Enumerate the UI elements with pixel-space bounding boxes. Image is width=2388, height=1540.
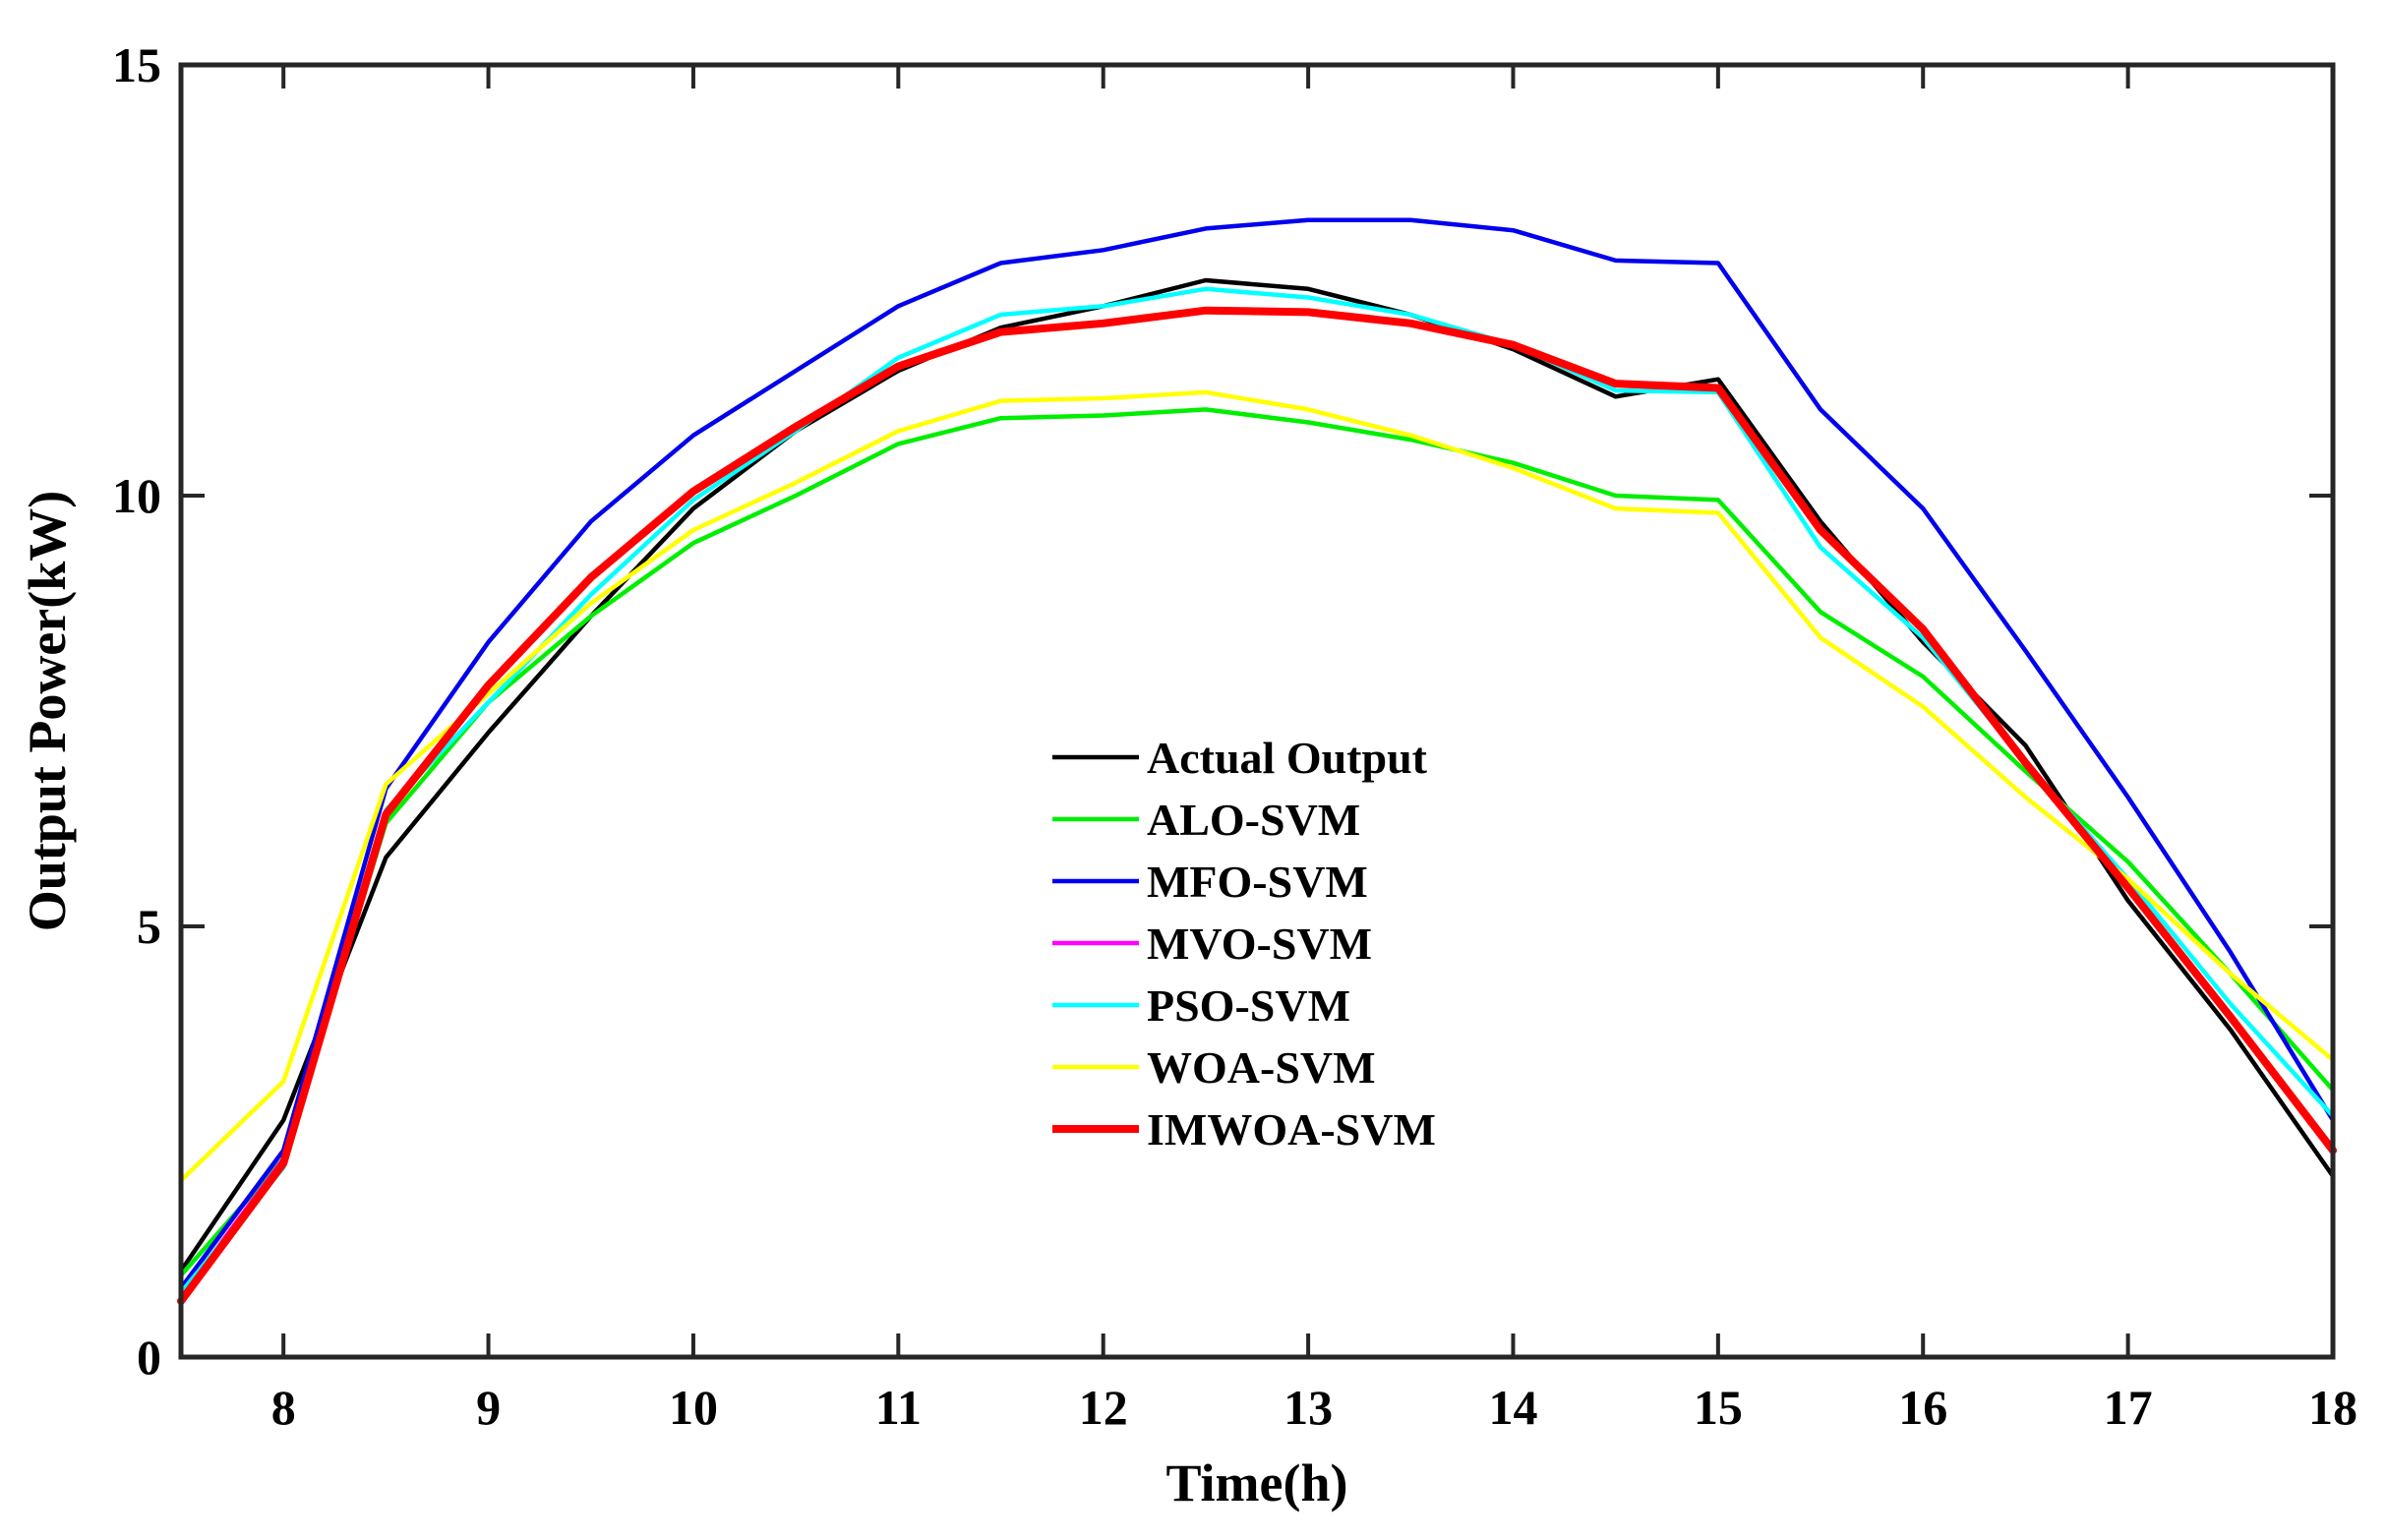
x-tick-label: 9 xyxy=(476,1380,501,1435)
legend-label-woa-svm: WOA-SVM xyxy=(1147,1042,1376,1093)
series-line-mfo-svm xyxy=(178,217,2336,1291)
x-tick-label: 11 xyxy=(875,1380,922,1435)
plot-frame xyxy=(178,62,2336,1360)
legend-label-mvo-svm: MVO-SVM xyxy=(1147,918,1372,969)
x-tick-label: 16 xyxy=(1898,1380,1947,1435)
x-tick-label: 14 xyxy=(1488,1380,1537,1435)
series-line-imwoa-svm xyxy=(177,306,2337,1306)
x-tick-label: 13 xyxy=(1284,1380,1333,1435)
x-tick-label: 8 xyxy=(271,1380,296,1435)
legend-label-alo-svm: ALO-SVM xyxy=(1147,795,1360,845)
series-line-alo-svm xyxy=(178,407,2336,1278)
y-axis-label: Output Power(kW) xyxy=(18,491,77,931)
x-tick-label: 18 xyxy=(2308,1380,2358,1435)
series-layer xyxy=(177,217,2337,1306)
ticks-layer: 8 9 10 11 12 13 14 15 16 17 18 0 5 10 15 xyxy=(112,37,2358,1435)
y-tick-label: 15 xyxy=(112,37,161,92)
x-tick-label: 12 xyxy=(1079,1380,1128,1435)
legend-label-mfo-svm: MFO-SVM xyxy=(1147,857,1368,907)
y-tick-label: 0 xyxy=(137,1330,161,1385)
x-tick-label: 17 xyxy=(2104,1380,2153,1435)
legend-label-imwoa-svm: IMWOA-SVM xyxy=(1147,1104,1436,1155)
y-tick-label: 5 xyxy=(137,899,161,954)
legend-label-pso-svm: PSO-SVM xyxy=(1147,980,1350,1031)
x-tick-label: 15 xyxy=(1694,1380,1743,1435)
series-line-woa-svm xyxy=(178,389,2336,1183)
legend: Actual Output ALO-SVM MFO-SVM MVO-SVM PSO-SV… xyxy=(1052,733,1436,1155)
x-tick-label: 10 xyxy=(669,1380,718,1435)
legend-label-actual-output: Actual Output xyxy=(1147,733,1428,783)
x-axis-label: Time(h) xyxy=(1166,1453,1348,1512)
y-tick-label: 10 xyxy=(112,468,161,523)
